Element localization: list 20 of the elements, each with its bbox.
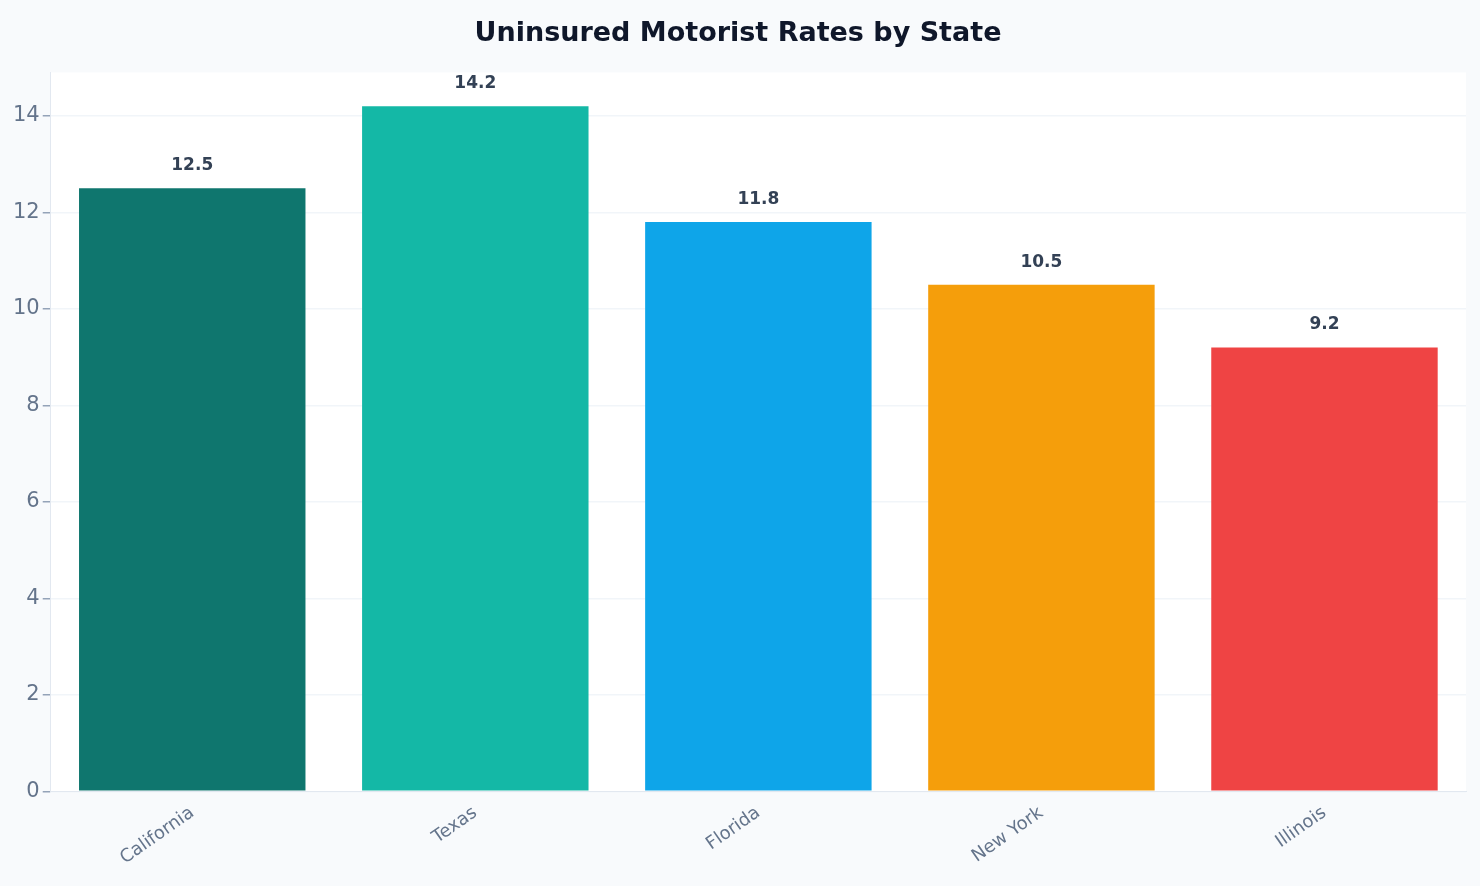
y-tick-label: 6 bbox=[26, 488, 40, 513]
data-label: 14.2 bbox=[454, 72, 497, 93]
y-tick-label: 12 bbox=[12, 198, 40, 223]
bar bbox=[1211, 347, 1438, 791]
data-label: 9.2 bbox=[1309, 313, 1340, 334]
x-tick-label: New York bbox=[966, 800, 1047, 866]
bar bbox=[645, 221, 872, 791]
y-tick-label: 2 bbox=[26, 681, 40, 706]
y-tick-label: 8 bbox=[26, 391, 40, 416]
data-label: 12.5 bbox=[171, 154, 214, 175]
chart-title: Uninsured Motorist Rates by State bbox=[474, 16, 1002, 48]
y-tick-label: 14 bbox=[12, 102, 40, 127]
bar bbox=[928, 284, 1155, 791]
y-tick-label: 10 bbox=[12, 295, 40, 320]
bar bbox=[79, 188, 306, 791]
y-tick-label: 4 bbox=[26, 584, 40, 609]
y-tick-label: 0 bbox=[26, 777, 40, 802]
data-label: 10.5 bbox=[1020, 250, 1063, 271]
bar bbox=[362, 106, 589, 791]
data-label: 11.8 bbox=[737, 187, 780, 208]
